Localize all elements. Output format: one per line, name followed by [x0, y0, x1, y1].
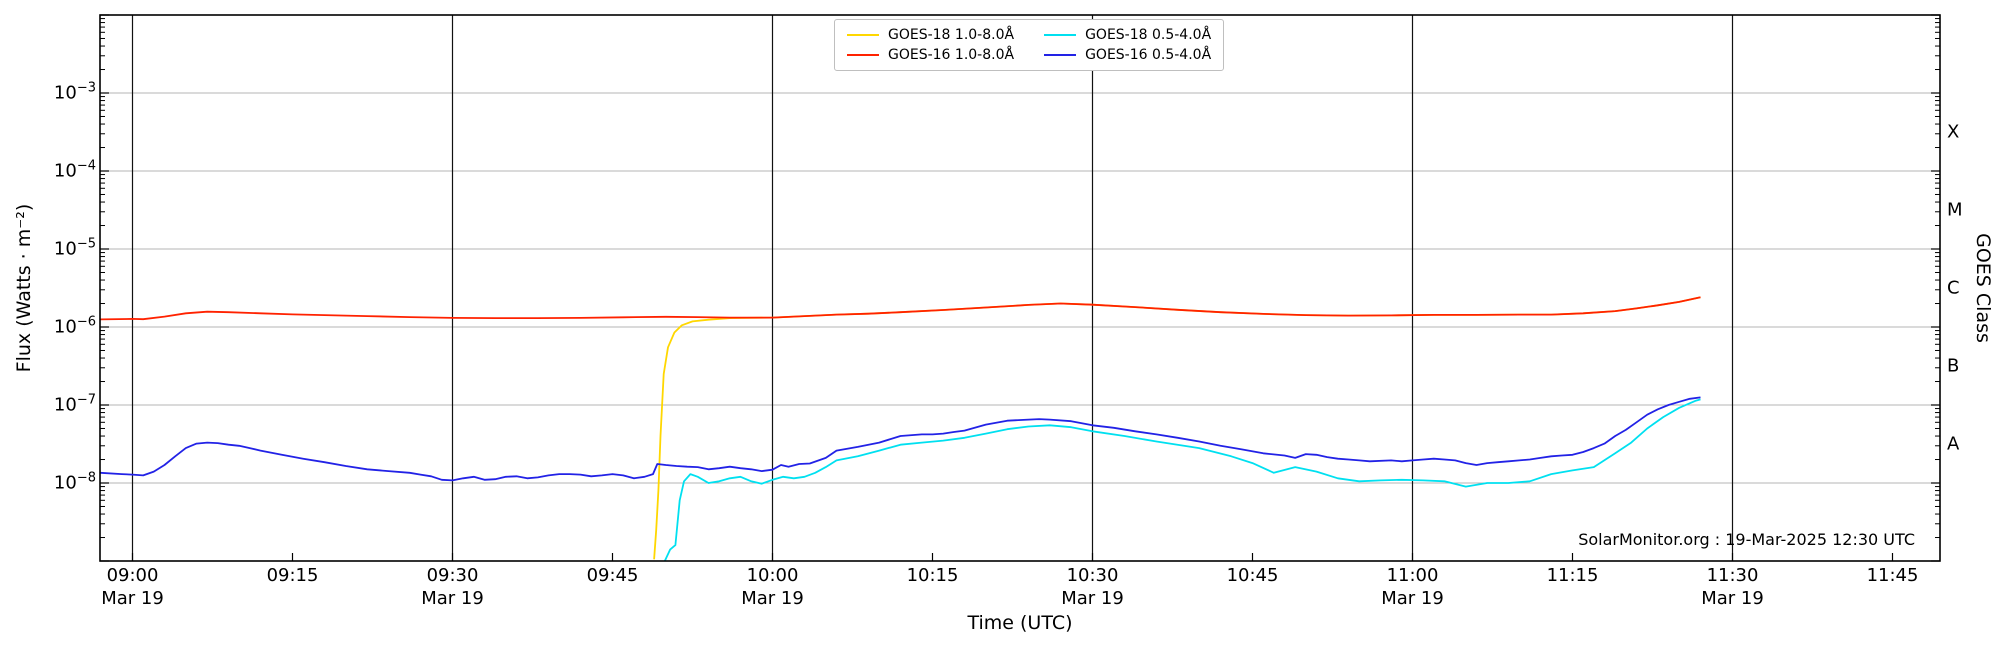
watermark-timestamp: SolarMonitor.org : 19-Mar-2025 12:30 UTC: [1578, 530, 1915, 549]
y-tick-label-1e-8: 10−8: [53, 470, 96, 494]
x-tick-label-09:15: 09:15: [266, 565, 319, 586]
legend-swatch-icon: [1044, 34, 1077, 36]
x-date-label-10:30: Mar 19: [1061, 588, 1124, 609]
goes-class-label-B: B: [1947, 355, 1960, 377]
x-tick-label-09:45: 09:45: [586, 565, 639, 586]
y-tick-label-1e-4: 10−4: [53, 158, 96, 182]
legend-item: GOES-18 0.5-4.0Å: [1044, 27, 1211, 43]
goes-class-label-X: X: [1947, 121, 1960, 143]
legend-swatch-icon: [847, 34, 879, 36]
y-tick-label-1e-7: 10−7: [53, 392, 96, 416]
x-tick-label-09:30: 09:30: [426, 565, 479, 586]
x-tick-label-11:00: 11:00: [1386, 565, 1439, 586]
legend-item: GOES-18 1.0-8.0Å: [847, 27, 1014, 43]
series-line-goes-16-0.5-4.0-: [100, 396, 1701, 482]
x-date-label-11:30: Mar 19: [1701, 588, 1764, 609]
x-tick-label-10:00: 10:00: [746, 565, 799, 586]
legend-label: GOES-18 1.0-8.0Å: [888, 27, 1015, 43]
x-axis-title: Time (UTC): [967, 612, 1073, 634]
x-tick-label-09:00: 09:00: [106, 565, 159, 586]
plot-frame: [99, 14, 1941, 562]
series-line-goes-18-0.5-4.0-: [663, 398, 1701, 561]
legend: GOES-18 1.0-8.0Å GOES-16 1.0-8.0Å GOES-18 …: [834, 19, 1225, 71]
x-date-label-10:00: Mar 19: [741, 588, 804, 609]
series-group: [100, 296, 1701, 561]
x-tick-label-11:15: 11:15: [1546, 565, 1599, 586]
y-tick-label-1e-5: 10−5: [53, 236, 96, 260]
series-line-goes-18-1.0-8.0-: [653, 296, 1701, 560]
legend-item: GOES-16 1.0-8.0Å: [847, 47, 1014, 63]
legend-label: GOES-18 0.5-4.0Å: [1085, 27, 1212, 43]
legend-label: GOES-16 1.0-8.0Å: [888, 47, 1015, 63]
x-tick-label-10:30: 10:30: [1066, 565, 1119, 586]
legend-swatch-icon: [847, 54, 879, 56]
goes-class-label-M: M: [1947, 199, 1963, 221]
y-axis-title-right: GOES Class: [1972, 233, 1994, 343]
legend-swatch-icon: [1044, 54, 1077, 56]
x-date-label-09:00: Mar 19: [101, 588, 164, 609]
y-tick-label-1e-3: 10−3: [53, 80, 96, 104]
goes-class-label-C: C: [1947, 277, 1960, 299]
legend-item: GOES-16 0.5-4.0Å: [1044, 47, 1211, 63]
legend-label: GOES-16 0.5-4.0Å: [1085, 47, 1212, 63]
y-tick-label-1e-6: 10−6: [53, 314, 96, 338]
x-tick-label-10:45: 10:45: [1226, 565, 1279, 586]
series-line-goes-16-1.0-8.0-: [100, 296, 1701, 321]
x-date-label-11:00: Mar 19: [1381, 588, 1444, 609]
x-tick-label-10:15: 10:15: [906, 565, 959, 586]
x-tick-label-11:30: 11:30: [1706, 565, 1759, 586]
goes-class-label-A: A: [1947, 433, 1960, 455]
x-date-label-09:30: Mar 19: [421, 588, 484, 609]
y-axis-title-left: Flux (Watts · m⁻²): [13, 203, 35, 373]
x-tick-label-11:45: 11:45: [1866, 565, 1919, 586]
